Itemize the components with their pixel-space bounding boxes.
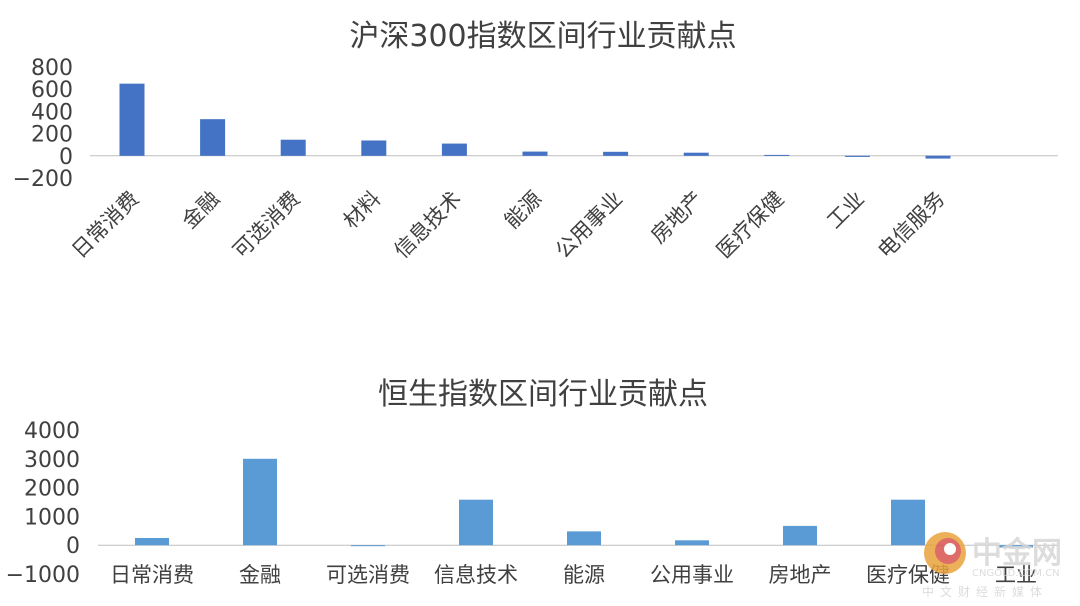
chart-1-bars	[119, 83, 951, 159]
chart-1-y-tick-label: −200	[13, 167, 73, 192]
chart-2-bar	[891, 499, 925, 546]
chart-1-x-axis: 日常消费 金融 可选消费 材料 信息技术 能源 公用事业 房地产 医疗保健 工业 电信服务	[67, 187, 949, 263]
chart-2-y-tick-label: 0	[66, 534, 80, 559]
chart-1-bar	[522, 151, 548, 156]
chart-1-title: 沪深300指数区间行业贡献点	[349, 19, 736, 54]
chart-1-y-tick-label: 400	[31, 100, 73, 125]
chart-2-category-label: 信息技术	[434, 563, 518, 587]
chart-2-y-tick-label: 4000	[24, 419, 80, 444]
chart-1-category-label: 金融	[177, 187, 224, 234]
chart-2-y-tick-label: 2000	[24, 477, 80, 502]
chart-2-title: 恒生指数区间行业贡献点	[378, 377, 708, 412]
chart-1-bar	[844, 155, 870, 157]
chart-2-y-tick-label: 1000	[24, 505, 80, 530]
chart-2-y-tick-label: −1000	[6, 563, 80, 588]
chart-2-category-label: 工业	[995, 563, 1037, 587]
chart-1-category-label: 公用事业	[551, 187, 627, 263]
chart-2-category-label: 能源	[563, 563, 605, 587]
chart-1-y-tick-label: 0	[59, 145, 73, 170]
chart-1-category-label: 医疗保健	[712, 187, 788, 263]
chart-1-category-label: 能源	[500, 187, 547, 234]
watermark: 中金网 CNGOLD.COM.CN 中文财经新媒体	[922, 532, 1062, 599]
chart-2-category-label: 日常消费	[110, 563, 194, 587]
chart-1-y-tick-label: 600	[31, 78, 73, 103]
chart-1-category-label: 房地产	[646, 187, 708, 249]
chart-2-y-tick-label: 3000	[24, 448, 80, 473]
chart-1-category-label: 工业	[822, 187, 869, 234]
watermark-url: CNGOLD.COM.CN	[972, 568, 1060, 579]
chart-1-category-label: 电信服务	[873, 187, 949, 263]
chart-1-category-label: 日常消费	[67, 187, 143, 263]
chart-1-category-label: 可选消费	[228, 187, 304, 263]
chart-1: 沪深300指数区间行业贡献点 8006004002000−200 日常消费 金融可…	[13, 19, 1058, 263]
chart-2: 恒生指数区间行业贡献点 4000 3000 2000 1000 0 −1000 日常消费 金…	[6, 377, 1058, 588]
chart-2-bar	[783, 525, 817, 546]
chart-2-category-label: 金融	[239, 563, 281, 587]
chart-2-category-label: 房地产	[769, 563, 832, 587]
watermark-name: 中金网	[972, 536, 1062, 571]
chart-1-y-tick-label: 800	[31, 56, 73, 81]
watermark-subtitle: 中文财经新媒体	[922, 584, 1048, 599]
chart-2-bar	[567, 531, 601, 546]
chart-2-bar	[459, 499, 493, 546]
chart-2-bar	[135, 538, 169, 546]
chart-1-bar	[280, 139, 306, 156]
watermark-logo-icon	[924, 532, 966, 574]
chart-1-y-tick-label: 200	[31, 123, 73, 148]
chart-2-category-label: 可选消费	[326, 563, 410, 587]
chart-1-bar	[925, 155, 951, 159]
chart-2-bars	[135, 458, 1033, 548]
chart-1-category-label: 材料	[339, 187, 386, 234]
chart-2-bar	[351, 545, 385, 547]
chart-2-bar	[999, 545, 1033, 548]
chart-2-category-label: 公用事业	[650, 563, 734, 587]
chart-1-bar	[764, 154, 790, 156]
chart-1-bar	[200, 119, 226, 156]
chart-1-bar	[361, 140, 387, 156]
chart-2-x-axis: 日常消费 金融 可选消费 信息技术 能源 公用事业 房地产 医疗保健 工业	[110, 563, 1037, 587]
chart-1-bar	[441, 143, 467, 156]
chart-2-bar	[243, 458, 277, 546]
chart-1-category-label: 信息技术	[390, 187, 466, 263]
chart-1-bar	[683, 152, 709, 156]
chart-1-bar	[603, 151, 629, 156]
chart-1-bar	[119, 83, 145, 156]
chart-2-y-axis: 4000 3000 2000 1000 0 −1000	[6, 419, 80, 588]
chart-2-bar	[675, 540, 709, 546]
